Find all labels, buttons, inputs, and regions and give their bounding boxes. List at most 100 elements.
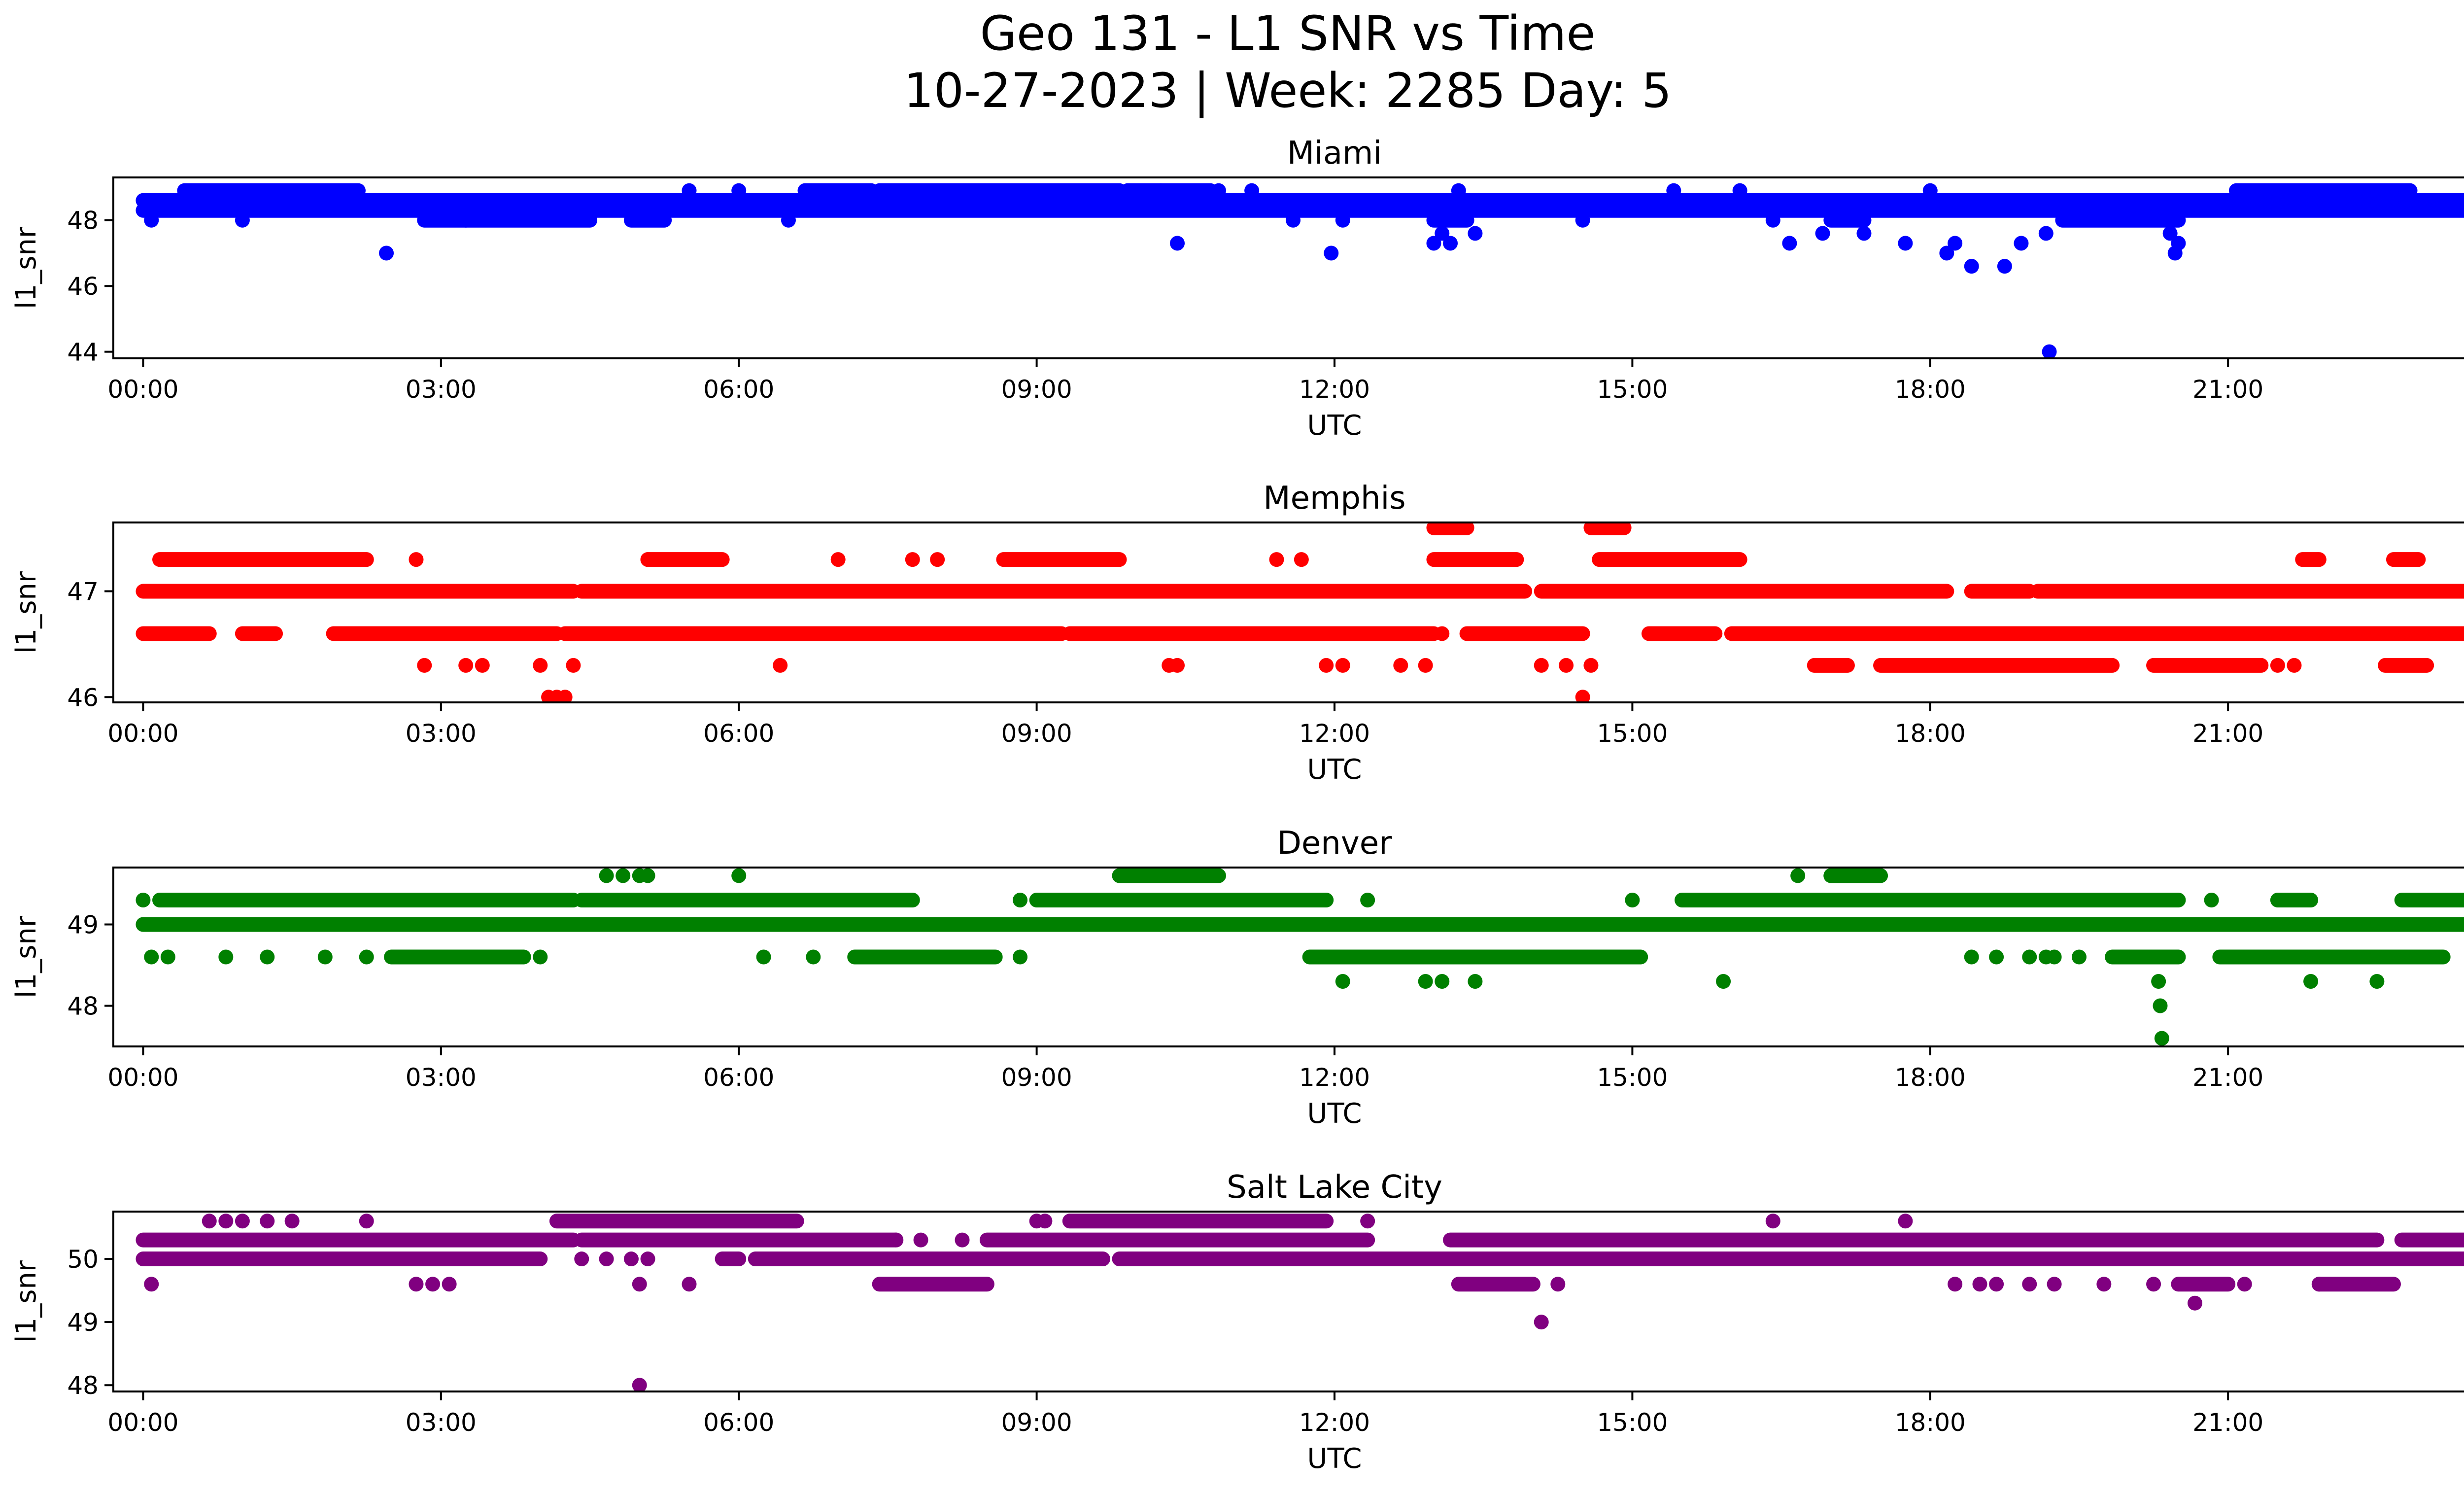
panel-memphis: 00:00 03:00 06:00 09:00 12:00 15:00 18:00 21:00… (10, 480, 2464, 786)
x-tick-label: 09:00 (1001, 1063, 1072, 1092)
y-axis-label: l1_snr (10, 1260, 42, 1343)
scatter-point (1269, 552, 1284, 567)
scatter-point (2022, 1277, 2037, 1292)
scatter-point (1170, 658, 1185, 673)
scatter-point (202, 1214, 217, 1229)
scatter-point (2022, 949, 2037, 965)
y-tick-label: 46 (67, 683, 99, 712)
x-axis-label: UTC (1307, 410, 1362, 442)
scatter-point (144, 1277, 159, 1292)
scatter-point (1261, 1252, 1276, 1267)
scatter-point (1418, 974, 1433, 989)
scatter-point (359, 949, 374, 965)
x-tick-label: 09:00 (1001, 375, 1072, 404)
scatter-point (682, 1277, 697, 1292)
scatter-point (1360, 1214, 1375, 1229)
scatter-point (1972, 1277, 1987, 1292)
scatter-point (2153, 998, 2168, 1013)
x-tick-label: 09:00 (1001, 1408, 1072, 1437)
scatter-point (1666, 183, 1681, 198)
scatter-point (1583, 658, 1599, 673)
scatter-point (1534, 1315, 1549, 1330)
scatter-point (1418, 658, 1433, 673)
scatter-point (781, 212, 796, 228)
x-tick-label: 00:00 (107, 375, 178, 404)
x-tick-label: 15:00 (1597, 1063, 1668, 1092)
scatter-point (1898, 236, 1913, 251)
x-tick-label: 00:00 (107, 1063, 178, 1092)
scatter-point (731, 868, 747, 883)
scatter-point (1765, 212, 1780, 228)
scatter-point (1856, 226, 1872, 241)
scatter-point (458, 658, 474, 673)
panel-miami: 00:00 03:00 06:00 09:00 12:00 15:00 18:00 21:00… (10, 135, 2464, 442)
scatter-point (2014, 236, 2029, 251)
x-tick-label: 06:00 (703, 1063, 774, 1092)
scatter-point (1468, 974, 1483, 989)
scatter-point (574, 1252, 589, 1267)
scatter-point (1037, 1214, 1053, 1229)
scatter-point (533, 658, 548, 673)
scatter-point (2071, 949, 2087, 965)
scatter-point (1989, 949, 2004, 965)
scatter-point (218, 949, 234, 965)
scatter-point (260, 949, 275, 965)
scatter-point (2204, 893, 2219, 907)
scatter-point (218, 1214, 234, 1229)
scatter-point (1716, 974, 1731, 989)
y-tick-label: 44 (67, 338, 99, 367)
figure-title-line-1: Geo 131 - L1 SNR vs Time (980, 6, 1596, 61)
scatter-point (1765, 1214, 1780, 1229)
scatter-point (930, 552, 945, 567)
x-tick-label: 06:00 (703, 375, 774, 404)
x-tick-label: 12:00 (1299, 719, 1370, 748)
scatter-point (2188, 1295, 2203, 1311)
x-tick-label: 03:00 (406, 1408, 477, 1437)
scatter-point (1948, 1277, 1963, 1292)
scatter-point (1286, 212, 1301, 228)
scatter-point (1244, 183, 1260, 198)
scatter-point (913, 1232, 928, 1248)
scatter-point (136, 893, 151, 907)
panel-title: Salt Lake City (1227, 1169, 1442, 1206)
scatter-point (1964, 259, 1979, 274)
scatter-point (889, 1232, 904, 1248)
scatter-point (1451, 183, 1466, 198)
scatter-point (1468, 226, 1483, 241)
scatter-point (1550, 1277, 1566, 1292)
scatter-point (475, 658, 490, 673)
scatter-point (359, 1214, 374, 1229)
scatter-point (1170, 236, 1185, 251)
scatter-point (144, 949, 159, 965)
scatter-point (1385, 1252, 1400, 1267)
scatter-point (2311, 1277, 2327, 1292)
y-tick-label: 49 (67, 911, 99, 939)
scatter-point (1435, 226, 1450, 241)
x-tick-label: 12:00 (1299, 1063, 1370, 1092)
scatter-point (1732, 183, 1747, 198)
axes-frame (112, 522, 2464, 703)
y-tick-label: 48 (67, 207, 99, 235)
scatter-point (2146, 1277, 2161, 1292)
panel-salt-lake-city: 00:00 03:00 06:00 09:00 12:00 15:00 18:00 21:00… (10, 1169, 2464, 1475)
y-tick-label: 48 (67, 1371, 99, 1400)
scatter-point (1575, 212, 1590, 228)
scatter-point (1335, 974, 1350, 989)
scatter-point (2162, 226, 2178, 241)
scatter-point (409, 1277, 424, 1292)
scatter-point (1997, 259, 2012, 274)
scatter-points (136, 183, 2464, 358)
scatter-point (284, 1214, 300, 1229)
scatter-point (2038, 226, 2053, 241)
scatter-point (1013, 949, 1028, 965)
scatter-point (1989, 1277, 2004, 1292)
y-tick-label: 47 (67, 578, 99, 606)
scatter-point (806, 949, 821, 965)
scatter-point (632, 1277, 647, 1292)
y-tick-label: 49 (67, 1308, 99, 1337)
scatter-point (1153, 183, 1168, 198)
scatter-point (1898, 1214, 1913, 1229)
x-axis-label: UTC (1307, 1443, 1362, 1475)
x-tick-label: 18:00 (1895, 375, 1966, 404)
figure-title-line-2: 10-27-2023 | Week: 2285 Day: 5 (903, 63, 1672, 118)
